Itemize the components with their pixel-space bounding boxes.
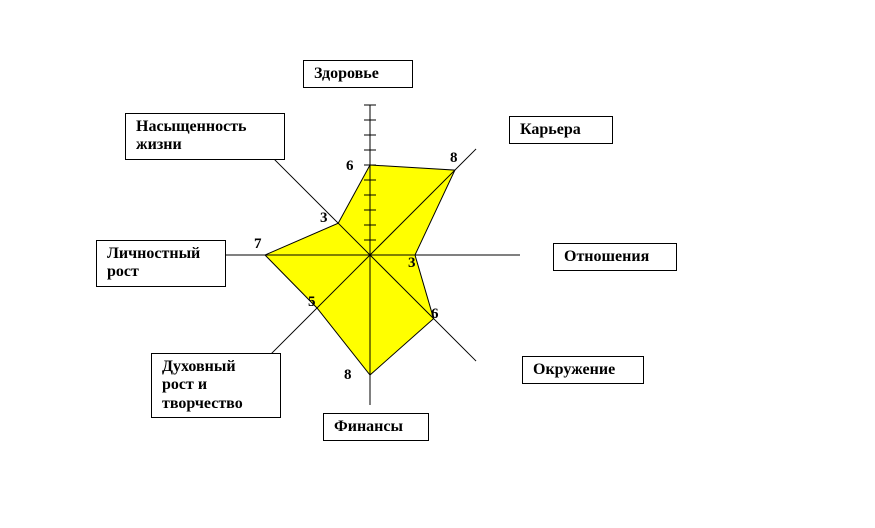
- axis-value-spirit: 5: [308, 294, 316, 311]
- axis-label-relations: Отношения: [553, 243, 677, 271]
- axis-label-health: Здоровье: [303, 60, 413, 88]
- axis-label-richness: Насыщенность жизни: [125, 113, 285, 160]
- axis-value-personal: 7: [254, 236, 262, 253]
- axis-label-career: Карьера: [509, 116, 613, 144]
- axis-label-spirit: Духовный рост и творчество: [151, 353, 281, 418]
- radar-polygon: [265, 165, 455, 375]
- axis-value-richness: 3: [320, 210, 328, 227]
- axis-label-environment: Окружение: [522, 356, 644, 384]
- axis-value-finance: 8: [344, 367, 352, 384]
- axis-value-relations: 3: [408, 255, 416, 272]
- axis-value-environment: 6: [431, 306, 439, 323]
- axis-label-finance: Финансы: [323, 413, 429, 441]
- axis-value-health: 6: [346, 158, 354, 175]
- axis-value-career: 8: [450, 150, 458, 167]
- radar-chart: Здоровье 6 Карьера 8 Отношения 3 Окружение 6 Фин…: [0, 0, 875, 528]
- axis-label-personal: Личностный рост: [96, 240, 226, 287]
